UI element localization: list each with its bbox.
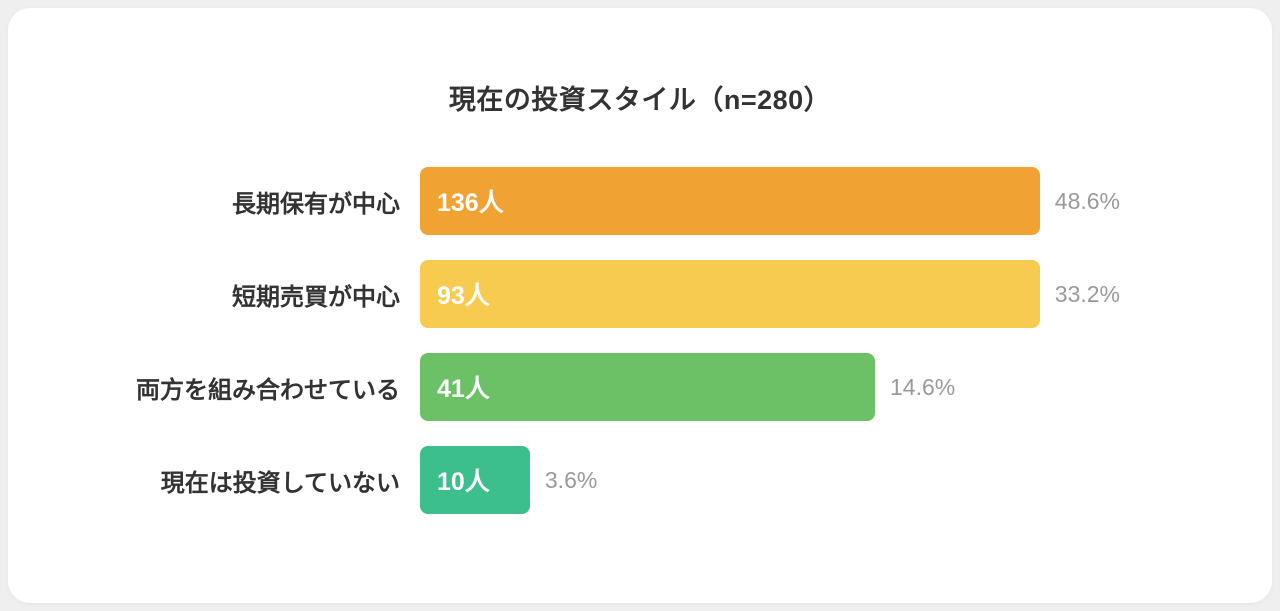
category-label: 長期保有が中心 xyxy=(232,190,400,218)
bar-percent-label: 33.2% xyxy=(1054,280,1120,307)
bar-row: 長期保有が中心 136人 48.6% xyxy=(8,167,1272,235)
bar-value-label: 93人 xyxy=(437,282,490,310)
bar-chart: 長期保有が中心 136人 48.6% 短期売買が中心 93人 33.2% 両方を… xyxy=(8,167,1272,514)
chart-title: 現在の投資スタイル（n=280） xyxy=(448,85,832,115)
bar-row: 現在は投資していない 10人 3.6% xyxy=(8,446,1272,514)
bar-track: 136人 48.6% xyxy=(420,167,1120,235)
bar-fill: 136人 xyxy=(420,167,1040,235)
bar-track: 10人 3.6% xyxy=(420,446,1120,514)
bar-track: 93人 33.2% xyxy=(420,260,1120,328)
category-label: 短期売買が中心 xyxy=(232,283,400,311)
chart-card: 現在の投資スタイル（n=280） 長期保有が中心 136人 48.6% 短期売買… xyxy=(8,8,1272,603)
bar-percent-label: 14.6% xyxy=(890,373,956,400)
bar-track: 41人 14.6% xyxy=(420,353,1120,421)
bar-value-label: 10人 xyxy=(437,468,490,496)
bar-row: 短期売買が中心 93人 33.2% xyxy=(8,260,1272,328)
category-label: 両方を組み合わせている xyxy=(136,376,400,404)
bar-fill: 10人 xyxy=(420,446,530,514)
bar-fill: 41人 xyxy=(420,353,875,421)
bar-percent-label: 48.6% xyxy=(1054,187,1120,214)
bar-value-label: 136人 xyxy=(437,189,504,217)
bar-fill: 93人 xyxy=(420,260,1040,328)
bar-percent-label: 3.6% xyxy=(544,466,598,493)
bar-row: 両方を組み合わせている 41人 14.6% xyxy=(8,353,1272,421)
bar-value-label: 41人 xyxy=(437,375,490,403)
category-label: 現在は投資していない xyxy=(160,469,400,497)
